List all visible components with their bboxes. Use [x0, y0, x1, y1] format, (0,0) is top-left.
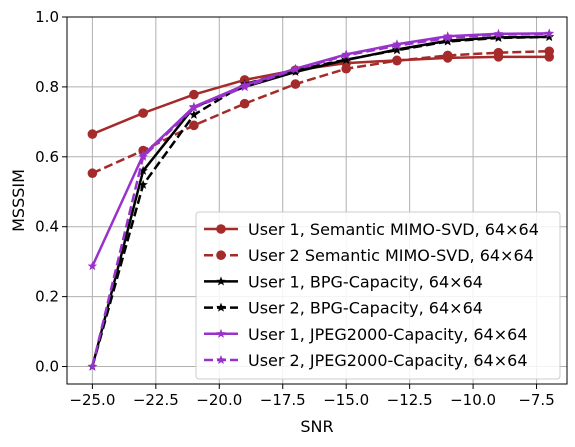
data-point — [544, 46, 555, 57]
x-tick-label: −17.5 — [260, 391, 306, 409]
data-point — [392, 55, 402, 66]
data-point — [290, 64, 301, 74]
data-point — [138, 108, 148, 118]
data-point — [442, 32, 453, 43]
legend-marker — [216, 276, 226, 286]
data-point — [341, 63, 351, 74]
y-tick-label: 0.2 — [35, 288, 59, 306]
series-line — [91, 35, 550, 367]
data-point — [189, 109, 199, 119]
y-tick-label: 0.4 — [35, 218, 59, 236]
data-point — [341, 54, 351, 64]
y-axis-ticks: 0.0 0.2 0.4 0.6 0.8 1.0 — [35, 8, 67, 376]
x-tick-label: −15.0 — [323, 391, 369, 409]
legend-label: User 2 Semantic MIMO-SVD, 64×64 — [248, 246, 534, 265]
x-tick-label: −20.0 — [196, 391, 242, 409]
data-point — [493, 32, 504, 43]
legend-label: User 1, BPG-Capacity, 64×64 — [248, 272, 483, 291]
y-axis-label: MSSSIM — [9, 169, 28, 232]
x-tick-label: −25.0 — [69, 391, 115, 409]
legend-entry: User 2, BPG-Capacity, 64×64 — [204, 299, 483, 318]
data-point — [87, 129, 98, 139]
x-tick-label: −22.5 — [133, 391, 179, 409]
legend-label: User 2, JPEG2000-Capacity, 64×64 — [248, 351, 528, 370]
data-point — [290, 79, 301, 89]
data-point — [189, 89, 199, 100]
data-point — [341, 50, 351, 60]
data-point — [493, 47, 504, 58]
data-point — [189, 102, 199, 112]
legend-entry: User 1, JPEG2000-Capacity, 64×64 — [204, 325, 528, 344]
legend-marker — [216, 328, 226, 338]
legend: User 1, Semantic MIMO-SVD, 64×64 User 2 S… — [195, 211, 561, 380]
data-point — [138, 179, 148, 189]
data-point — [87, 168, 98, 179]
series-layer — [87, 28, 555, 371]
data-point — [138, 151, 148, 161]
data-point — [239, 98, 250, 109]
plot-frame — [66, 16, 568, 385]
data-point — [544, 31, 554, 41]
series-line — [91, 32, 550, 367]
x-axis-ticks: −25.0 −22.5 −20.0 −17.5 −15.0 −12.5 −10.0 −7.5 — [69, 384, 555, 409]
legend-entry: User 1, Semantic MIMO-SVD, 64×64 — [204, 220, 539, 239]
y-tick-label: 0.6 — [35, 148, 59, 166]
y-tick-label: 0.8 — [35, 78, 59, 96]
x-tick-label: −12.5 — [387, 391, 433, 409]
series-6 — [87, 28, 554, 371]
legend-label: User 2, BPG-Capacity, 64×64 — [248, 299, 483, 318]
data-point — [392, 45, 402, 55]
data-point — [442, 36, 453, 46]
legend-marker — [216, 224, 226, 234]
legend-entry: User 2, JPEG2000-Capacity, 64×64 — [204, 351, 528, 370]
legend-marker — [216, 250, 226, 260]
data-point — [392, 40, 402, 50]
y-tick-label: 1.0 — [35, 8, 59, 26]
legend-label: User 1, Semantic MIMO-SVD, 64×64 — [248, 220, 539, 239]
data-point — [138, 165, 148, 175]
legend-label: User 1, JPEG2000-Capacity, 64×64 — [248, 325, 528, 344]
data-point — [87, 261, 98, 271]
y-tick-label: 0.0 — [35, 358, 59, 376]
legend-entry: User 2 Semantic MIMO-SVD, 64×64 — [204, 246, 534, 265]
data-point — [189, 120, 199, 131]
data-point — [493, 29, 504, 39]
legend-marker — [216, 302, 226, 312]
x-tick-label: −10.0 — [450, 391, 496, 409]
data-point — [544, 28, 554, 38]
legend-marker — [216, 355, 226, 365]
x-tick-label: −7.5 — [518, 391, 554, 409]
legend-entry: User 1, BPG-Capacity, 64×64 — [204, 272, 483, 291]
x-axis-label: SNR — [300, 417, 333, 436]
data-point — [239, 81, 250, 91]
data-point — [87, 361, 98, 371]
data-point — [442, 50, 453, 61]
legend-box — [195, 211, 561, 380]
